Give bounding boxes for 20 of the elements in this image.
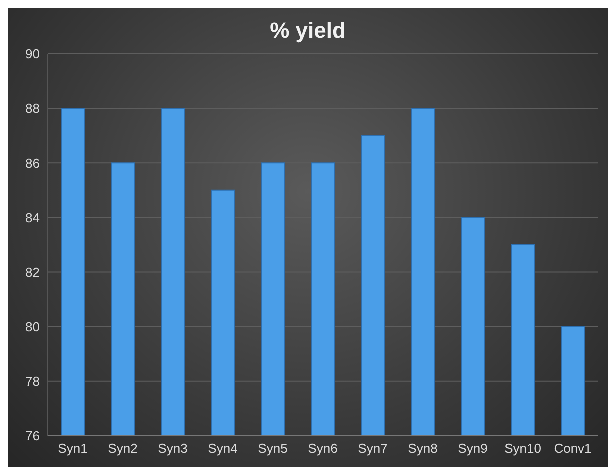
x-tick-label: Syn5 (258, 441, 288, 456)
y-tick-label: 84 (26, 210, 40, 226)
y-tick-label: 78 (26, 374, 40, 390)
x-tick-label: Syn10 (504, 441, 542, 456)
x-tick-label: Conv1 (554, 441, 592, 456)
x-tick-label: Syn9 (458, 441, 488, 456)
y-tick-label: 80 (26, 319, 40, 334)
y-tick-label: 88 (26, 101, 40, 116)
y-tick-label: 82 (26, 264, 40, 280)
x-tick-label: Syn2 (108, 441, 138, 456)
y-tick-label: 90 (26, 46, 40, 62)
x-tick-label: Syn1 (58, 441, 88, 456)
chart-title: % yield (269, 18, 347, 44)
x-tick-label: Syn3 (158, 441, 188, 456)
x-tick-label: Syn7 (358, 441, 388, 456)
x-tick-label: Syn4 (208, 441, 238, 456)
x-tick-label: Syn6 (308, 441, 338, 456)
y-tick-label: 86 (26, 156, 40, 171)
y-tick-label: 76 (26, 428, 40, 444)
x-tick-label: Syn8 (408, 441, 438, 456)
